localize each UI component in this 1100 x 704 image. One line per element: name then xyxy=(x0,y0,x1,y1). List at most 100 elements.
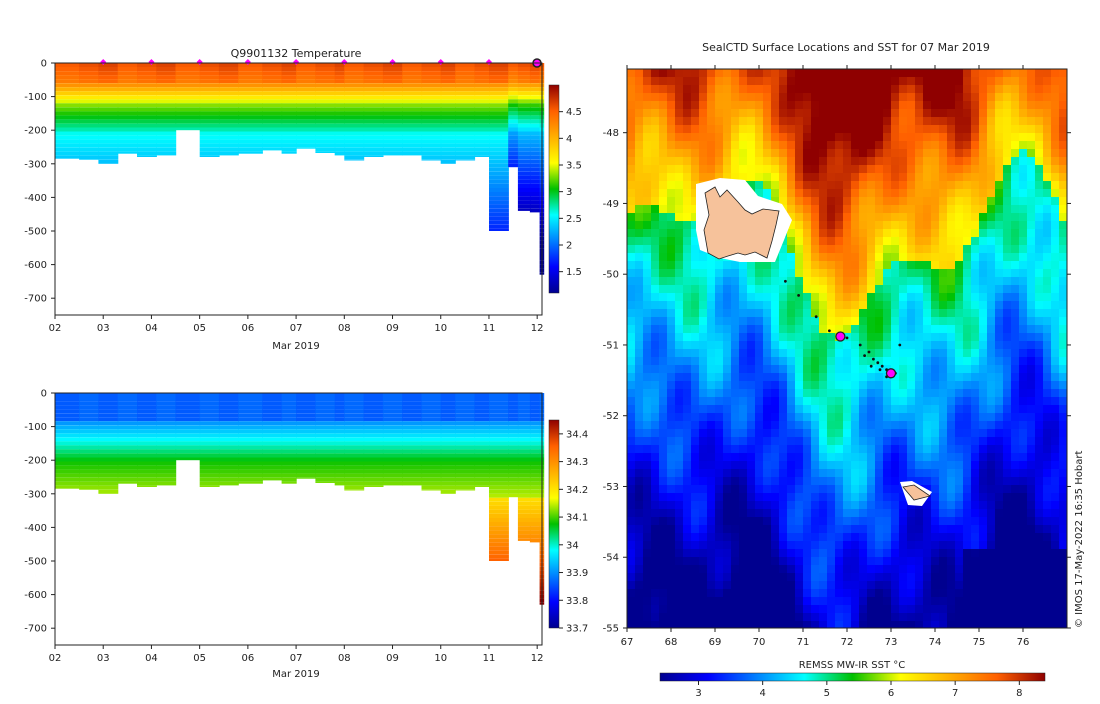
profile-cell xyxy=(137,437,157,441)
profile-cell xyxy=(518,67,531,71)
sst-cell xyxy=(867,429,875,437)
profile-cell xyxy=(238,458,263,462)
sst-cell xyxy=(683,69,691,77)
profile-cell xyxy=(55,124,80,128)
sst-cell xyxy=(755,525,763,533)
sst-cell xyxy=(667,205,675,213)
sst-cell xyxy=(731,301,739,309)
profile-cell xyxy=(98,111,118,115)
sst-cell xyxy=(731,117,739,125)
sst-cell xyxy=(659,461,667,469)
profile-cell xyxy=(402,115,422,119)
sst-cell xyxy=(883,493,891,501)
sst-cell xyxy=(875,461,883,469)
sst-cell xyxy=(779,437,787,445)
profile-cell xyxy=(315,425,335,429)
sst-cell xyxy=(963,165,971,173)
sst-cell xyxy=(755,93,763,101)
profile-cell xyxy=(219,136,239,140)
sst-cell xyxy=(651,365,659,373)
profile-cell xyxy=(489,401,509,405)
sst-cell xyxy=(667,309,675,317)
profile-cell xyxy=(315,462,335,466)
sst-cell xyxy=(867,549,875,557)
sst-cell xyxy=(739,477,747,485)
sst-cell xyxy=(923,405,931,413)
sst-cell xyxy=(835,213,843,221)
sst-cell xyxy=(867,493,875,501)
sst-cell xyxy=(683,453,691,461)
sst-cell xyxy=(971,541,979,549)
sst-cell xyxy=(915,309,923,317)
sst-cell xyxy=(675,469,683,477)
sst-cell xyxy=(1003,149,1011,157)
sst-cell xyxy=(907,365,915,373)
profile-cell xyxy=(518,393,531,397)
sst-cell xyxy=(803,109,811,117)
sst-cell xyxy=(1035,141,1043,149)
sst-cell xyxy=(971,261,979,269)
profile-cell xyxy=(383,103,403,107)
sst-cell xyxy=(1019,117,1027,125)
sst-cell xyxy=(907,413,915,421)
sst-cell xyxy=(923,509,931,517)
sst-cell xyxy=(995,149,1003,157)
sst-cell xyxy=(715,365,723,373)
profile-cell xyxy=(296,397,316,401)
sst-cell xyxy=(1003,373,1011,381)
profile-cell xyxy=(489,83,509,87)
sst-cell xyxy=(851,381,859,389)
sst-cell xyxy=(947,333,955,341)
profile-cell xyxy=(518,458,531,462)
sst-cell xyxy=(867,309,875,317)
sst-cell xyxy=(731,501,739,509)
sst-cell xyxy=(683,109,691,117)
sst-cell xyxy=(1027,237,1035,245)
sst-cell xyxy=(667,461,675,469)
profile-cell xyxy=(383,95,403,99)
sst-cell xyxy=(1027,253,1035,261)
sst-cell xyxy=(963,365,971,373)
sst-cell xyxy=(907,69,915,77)
sst-cell xyxy=(779,413,787,421)
sst-cell xyxy=(971,173,979,181)
profile-cell xyxy=(296,75,316,79)
profile-cell xyxy=(98,421,118,425)
sst-cell xyxy=(987,381,995,389)
profile-cell xyxy=(489,136,509,140)
sst-cell xyxy=(1003,181,1011,189)
sst-cell xyxy=(651,445,659,453)
sst-cell xyxy=(835,229,843,237)
sst-cell xyxy=(683,269,691,277)
sst-cell xyxy=(867,333,875,341)
sst-cell xyxy=(979,261,987,269)
profile-cell xyxy=(530,136,540,140)
sst-cell xyxy=(987,293,995,301)
profile-cell xyxy=(422,393,442,397)
profile-cell xyxy=(335,454,345,458)
profile-cell xyxy=(344,111,364,115)
sst-cell xyxy=(787,85,795,93)
profile-cell xyxy=(402,99,422,103)
sst-cell xyxy=(643,141,651,149)
sst-cell xyxy=(827,69,835,77)
sst-cell xyxy=(675,365,683,373)
profile-cell xyxy=(455,136,475,140)
sst-cell xyxy=(763,477,771,485)
sst-cell xyxy=(643,485,651,493)
sst-cell xyxy=(1019,197,1027,205)
sst-cell xyxy=(723,365,731,373)
profile-cell xyxy=(262,107,282,111)
sst-cell xyxy=(787,141,795,149)
sst-cell xyxy=(875,397,883,405)
sst-cell xyxy=(1035,445,1043,453)
sst-cell xyxy=(939,77,947,85)
sst-cell xyxy=(835,165,843,173)
sst-cell xyxy=(867,133,875,141)
sst-cell xyxy=(651,101,659,109)
sst-cell xyxy=(995,229,1003,237)
sst-cell xyxy=(651,245,659,253)
sst-cell xyxy=(859,501,867,509)
profile-cell xyxy=(315,466,335,470)
sst-cell xyxy=(747,469,755,477)
